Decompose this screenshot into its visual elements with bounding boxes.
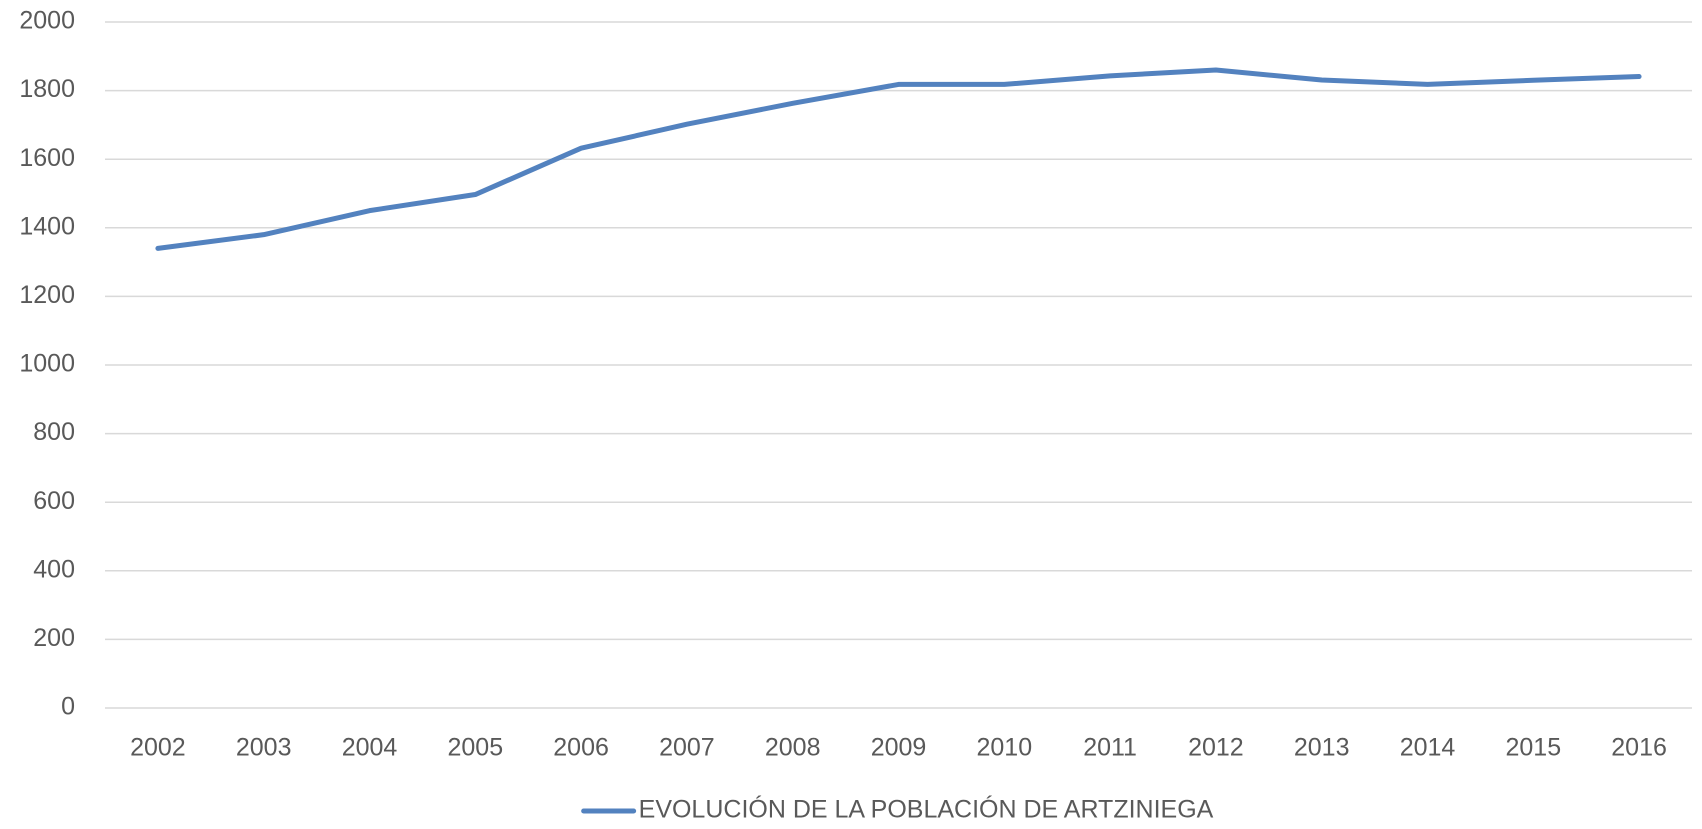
y-tick-label: 1800: [19, 75, 75, 103]
y-tick-label: 0: [61, 693, 75, 721]
x-tick-label: 2005: [447, 734, 503, 762]
x-tick-label: 2012: [1188, 734, 1244, 762]
x-tick-label: 2007: [659, 734, 715, 762]
x-tick-label: 2014: [1400, 734, 1456, 762]
y-tick-label: 2000: [19, 7, 75, 35]
x-tick-label: 2015: [1505, 734, 1561, 762]
x-tick-label: 2002: [130, 734, 186, 762]
x-tick-label: 2006: [553, 734, 609, 762]
y-tick-label: 400: [33, 555, 75, 583]
y-tick-label: 1000: [19, 350, 75, 378]
x-tick-label: 2004: [342, 734, 398, 762]
x-tick-label: 2010: [976, 734, 1032, 762]
x-tick-label: 2008: [765, 734, 821, 762]
legend-label: EVOLUCIÓN DE LA POBLACIÓN DE ARTZINIEGA: [639, 795, 1214, 824]
y-tick-label: 200: [33, 624, 75, 652]
x-tick-label: 2011: [1083, 734, 1137, 762]
x-tick-label: 2016: [1611, 734, 1667, 762]
y-tick-label: 600: [33, 487, 75, 515]
y-tick-label: 1600: [19, 144, 75, 172]
x-tick-label: 2013: [1294, 734, 1350, 762]
x-tick-label: 2009: [871, 734, 927, 762]
y-tick-label: 1400: [19, 212, 75, 240]
y-tick-label: 1200: [19, 281, 75, 309]
line-series: [155, 67, 1642, 251]
x-tick-label: 2003: [236, 734, 292, 762]
y-tick-label: 800: [33, 418, 75, 446]
